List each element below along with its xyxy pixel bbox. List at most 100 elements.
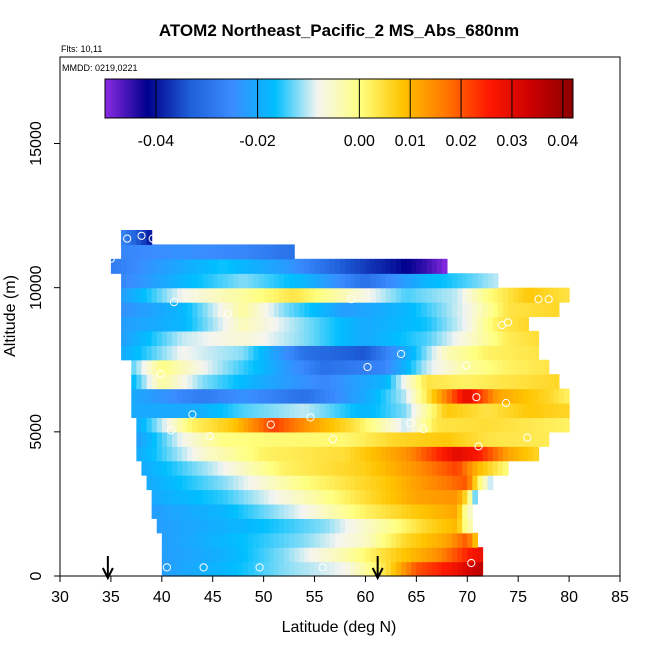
heatmap-cell — [248, 460, 255, 476]
heatmap-cell — [502, 417, 509, 433]
heatmap-cell — [253, 287, 260, 303]
heatmap-cell — [396, 388, 402, 404]
heatmap-cell — [462, 388, 468, 404]
heatmap-cell — [396, 503, 402, 519]
heatmap-cell — [329, 518, 336, 534]
heatmap-cell — [365, 446, 372, 462]
heatmap-cell — [477, 417, 484, 433]
heatmap-cell — [329, 287, 336, 303]
heatmap-cell — [319, 258, 326, 274]
heatmap-cell — [416, 287, 423, 303]
heatmap-cell — [243, 489, 249, 505]
heatmap-cell — [462, 273, 468, 289]
heatmap-cell — [462, 403, 468, 419]
heatmap-cell — [457, 417, 463, 433]
heatmap-cell — [340, 417, 346, 433]
heatmap-cell — [411, 561, 417, 577]
heatmap-cell — [187, 345, 193, 361]
heatmap-cell — [446, 446, 453, 462]
heatmap-cell — [421, 547, 428, 563]
heatmap-cell — [487, 330, 494, 346]
heatmap-cell — [278, 374, 285, 390]
heatmap-cell — [472, 431, 479, 447]
heatmap-cell — [273, 475, 280, 491]
heatmap-cell — [177, 330, 183, 346]
heatmap-cell — [222, 417, 229, 433]
heatmap-cell — [467, 503, 473, 519]
heatmap-cell — [131, 345, 137, 361]
heatmap-cell — [217, 273, 224, 289]
heatmap-cell — [304, 359, 311, 375]
heatmap-cell — [411, 287, 417, 303]
heatmap-cell — [217, 417, 224, 433]
heatmap-cell — [192, 273, 199, 289]
colorbar-tick-label: 0.03 — [496, 133, 527, 150]
heatmap-cell — [380, 475, 387, 491]
heatmap-cell — [273, 388, 280, 404]
heatmap-cell — [243, 475, 249, 491]
heatmap-cell — [222, 431, 229, 447]
heatmap-cell — [345, 431, 351, 447]
heatmap-cell — [350, 302, 356, 318]
heatmap-cell — [238, 446, 244, 462]
heatmap-cell — [538, 403, 545, 419]
heatmap-cell — [116, 258, 122, 274]
heatmap-cell — [385, 417, 392, 433]
heatmap-cell — [345, 258, 351, 274]
heatmap-cell — [228, 359, 234, 375]
heatmap-cell — [156, 345, 163, 361]
heatmap-cell — [156, 446, 163, 462]
heatmap-cell — [365, 345, 372, 361]
heatmap-cell — [538, 431, 545, 447]
colorbar-frame — [104, 78, 574, 119]
heatmap-cell — [177, 287, 183, 303]
heatmap-cell — [121, 316, 127, 332]
heatmap-cell — [436, 489, 443, 505]
heatmap-cell — [462, 345, 468, 361]
heatmap-cell — [141, 244, 148, 260]
heatmap-cell — [268, 518, 275, 534]
heatmap-cell — [258, 503, 265, 519]
heatmap-cell — [467, 403, 473, 419]
heatmap-cell — [192, 532, 199, 548]
heatmap-cell — [472, 532, 479, 548]
heatmap-cell — [543, 302, 550, 318]
heatmap-cell — [177, 359, 183, 375]
heatmap-cell — [350, 273, 356, 289]
heatmap-cell — [518, 302, 524, 318]
heatmap-cell — [289, 417, 295, 433]
heatmap-cell — [436, 273, 443, 289]
heatmap-cell — [518, 330, 524, 346]
heatmap-cell — [513, 417, 519, 433]
heatmap-cell — [177, 273, 183, 289]
heatmap-cell — [172, 431, 178, 447]
heatmap-cell — [177, 431, 183, 447]
heatmap-cell — [421, 316, 428, 332]
heatmap-cell — [350, 374, 356, 390]
heatmap-cell — [441, 330, 448, 346]
heatmap-cell — [431, 561, 438, 577]
heatmap-cell — [177, 489, 183, 505]
heatmap-cell — [528, 446, 535, 462]
heatmap-cell — [217, 359, 224, 375]
heatmap-cell — [268, 532, 275, 548]
heatmap-cell — [396, 532, 402, 548]
heatmap-cell — [518, 287, 524, 303]
heatmap-cell — [558, 403, 565, 419]
heatmap-cell — [360, 532, 367, 548]
heatmap-cell — [401, 359, 407, 375]
heatmap-cell — [278, 316, 285, 332]
heatmap-cell — [268, 359, 275, 375]
heatmap-cell — [385, 302, 392, 318]
heatmap-cell — [182, 460, 188, 476]
heatmap-cell — [263, 561, 270, 577]
heatmap-cell — [248, 532, 255, 548]
heatmap-cell — [258, 388, 265, 404]
heatmap-cell — [421, 287, 428, 303]
sample-point — [148, 234, 157, 243]
y-axis-label: Altitude (m) — [2, 275, 19, 357]
heatmap-cell — [329, 374, 336, 390]
sample-point — [347, 295, 356, 304]
heatmap-cell — [375, 431, 382, 447]
heatmap-cell — [233, 374, 239, 390]
